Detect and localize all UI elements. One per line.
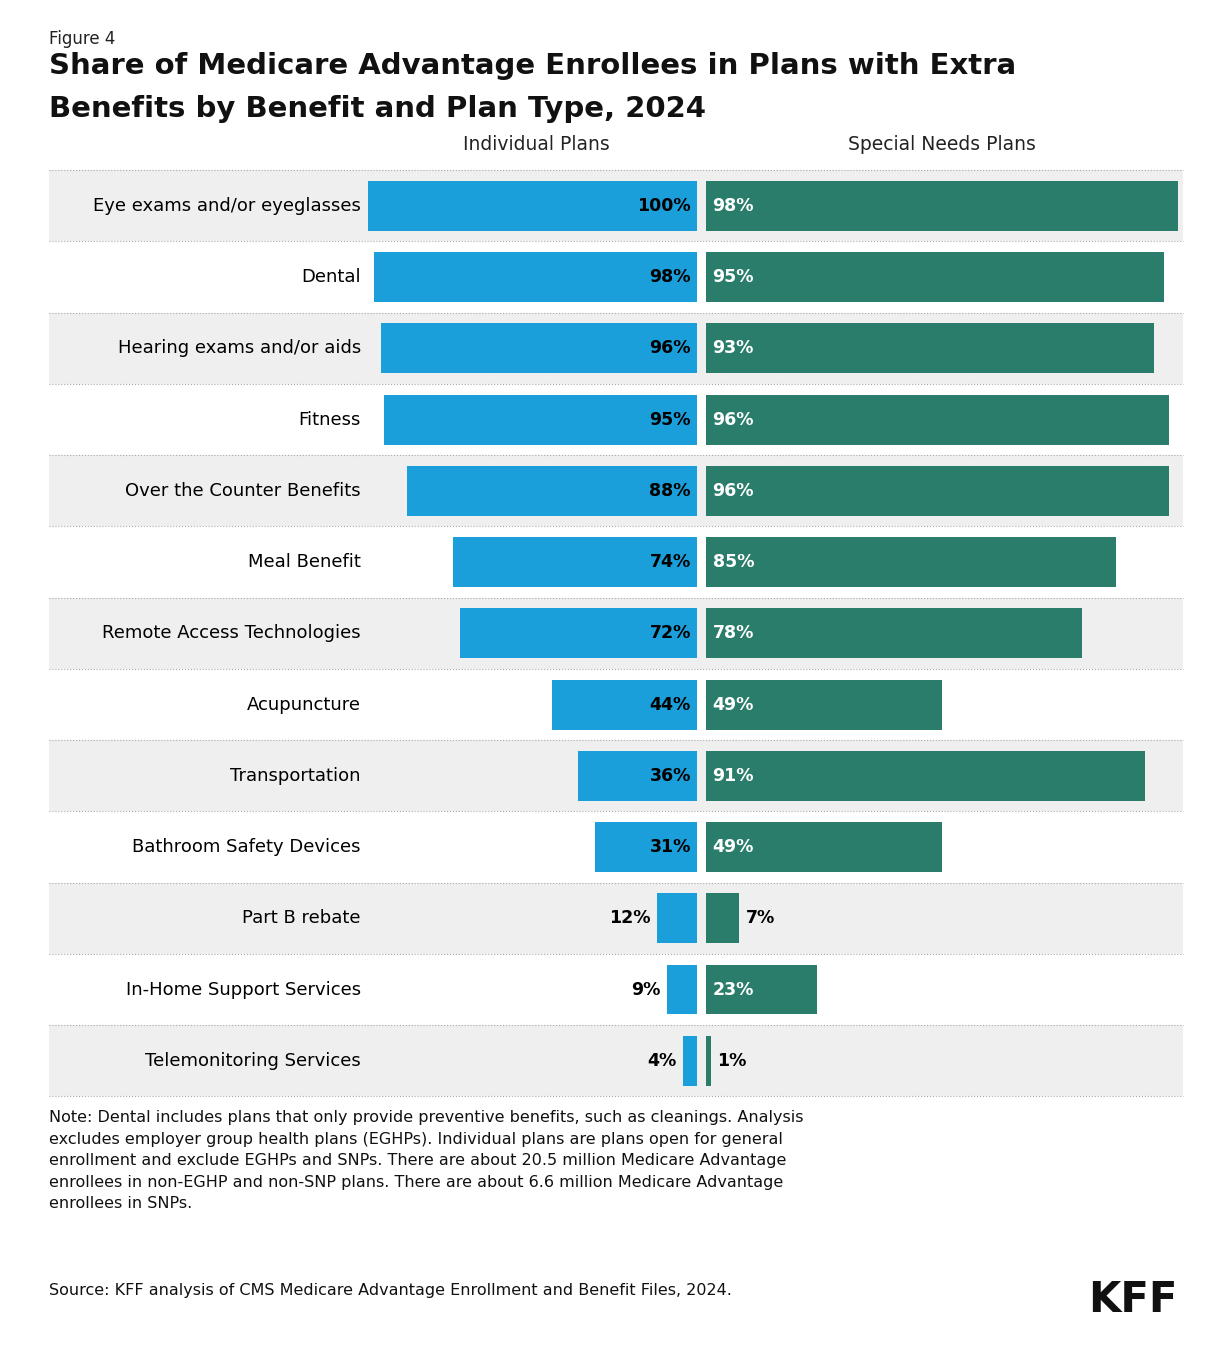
Bar [49,669,1183,740]
Text: Share of Medicare Advantage Enrollees in Plans with Extra: Share of Medicare Advantage Enrollees in… [49,52,1016,80]
Text: 12%: 12% [609,910,650,928]
Text: Source: KFF analysis of CMS Medicare Advantage Enrollment and Benefit Files, 202: Source: KFF analysis of CMS Medicare Adv… [49,1283,732,1298]
Bar [705,893,739,944]
Bar [705,181,1179,230]
Bar [49,455,1183,527]
Bar [705,964,816,1015]
Text: 74%: 74% [650,553,691,571]
Bar [705,609,1082,658]
Bar [594,823,697,872]
Text: 44%: 44% [650,696,691,714]
Text: Special Needs Plans: Special Needs Plans [848,135,1036,154]
Text: 1%: 1% [717,1051,747,1069]
Text: Figure 4: Figure 4 [49,30,115,48]
Bar [705,750,1144,801]
Bar [705,1036,710,1086]
Text: 98%: 98% [712,197,754,215]
Text: Eye exams and/or eyeglasses: Eye exams and/or eyeglasses [93,197,361,215]
Bar [460,609,697,658]
Text: 49%: 49% [712,696,754,714]
Bar [49,598,1183,669]
Text: 78%: 78% [712,624,754,643]
Text: 96%: 96% [712,410,754,429]
Bar [705,823,942,872]
Text: 93%: 93% [712,339,754,357]
Bar [407,466,697,516]
Text: Fitness: Fitness [299,410,361,429]
Text: 88%: 88% [649,482,691,500]
Text: 23%: 23% [712,981,754,998]
Bar [705,466,1169,516]
Bar [658,893,697,944]
Bar [367,181,697,230]
Bar [705,395,1169,444]
Text: Over the Counter Benefits: Over the Counter Benefits [126,482,361,500]
Bar [705,323,1154,373]
Text: 98%: 98% [649,268,691,286]
Text: Hearing exams and/or aids: Hearing exams and/or aids [117,339,361,357]
Bar [49,170,1183,241]
Text: Individual Plans: Individual Plans [464,135,610,154]
Bar [384,395,697,444]
Text: Acupuncture: Acupuncture [246,696,361,714]
Text: 36%: 36% [649,767,691,785]
Text: 95%: 95% [712,268,754,286]
Bar [683,1036,697,1086]
Text: Remote Access Technologies: Remote Access Technologies [102,624,361,643]
Bar [381,323,697,373]
Text: 72%: 72% [649,624,691,643]
Text: 96%: 96% [649,339,691,357]
Bar [705,252,1164,302]
Bar [49,883,1183,953]
Text: Note: Dental includes plans that only provide preventive benefits, such as clean: Note: Dental includes plans that only pr… [49,1110,803,1211]
Bar [705,537,1115,587]
Bar [578,750,697,801]
Text: Benefits by Benefit and Plan Type, 2024: Benefits by Benefit and Plan Type, 2024 [49,95,706,124]
Text: Part B rebate: Part B rebate [243,910,361,928]
Bar [667,964,697,1015]
Bar [49,527,1183,598]
Text: Transportation: Transportation [231,767,361,785]
Bar [49,384,1183,455]
Text: 96%: 96% [712,482,754,500]
Text: 91%: 91% [712,767,754,785]
Bar [49,1026,1183,1096]
Bar [375,252,697,302]
Bar [49,740,1183,812]
Text: 31%: 31% [649,838,691,857]
Text: 95%: 95% [649,410,691,429]
Text: Telemonitoring Services: Telemonitoring Services [145,1051,361,1069]
Text: Meal Benefit: Meal Benefit [248,553,361,571]
Text: 7%: 7% [747,910,776,928]
Bar [705,680,942,730]
Bar [49,241,1183,313]
Bar [551,680,697,730]
Text: 49%: 49% [712,838,754,857]
Bar [453,537,697,587]
Bar [49,953,1183,1026]
Text: 100%: 100% [637,197,691,215]
Bar [49,313,1183,384]
Text: 4%: 4% [648,1051,677,1069]
Text: In-Home Support Services: In-Home Support Services [126,981,361,998]
Text: 85%: 85% [712,553,754,571]
Text: Dental: Dental [301,268,361,286]
Text: Bathroom Safety Devices: Bathroom Safety Devices [132,838,361,857]
Bar [49,812,1183,883]
Text: KFF: KFF [1088,1279,1177,1321]
Text: 9%: 9% [631,981,660,998]
